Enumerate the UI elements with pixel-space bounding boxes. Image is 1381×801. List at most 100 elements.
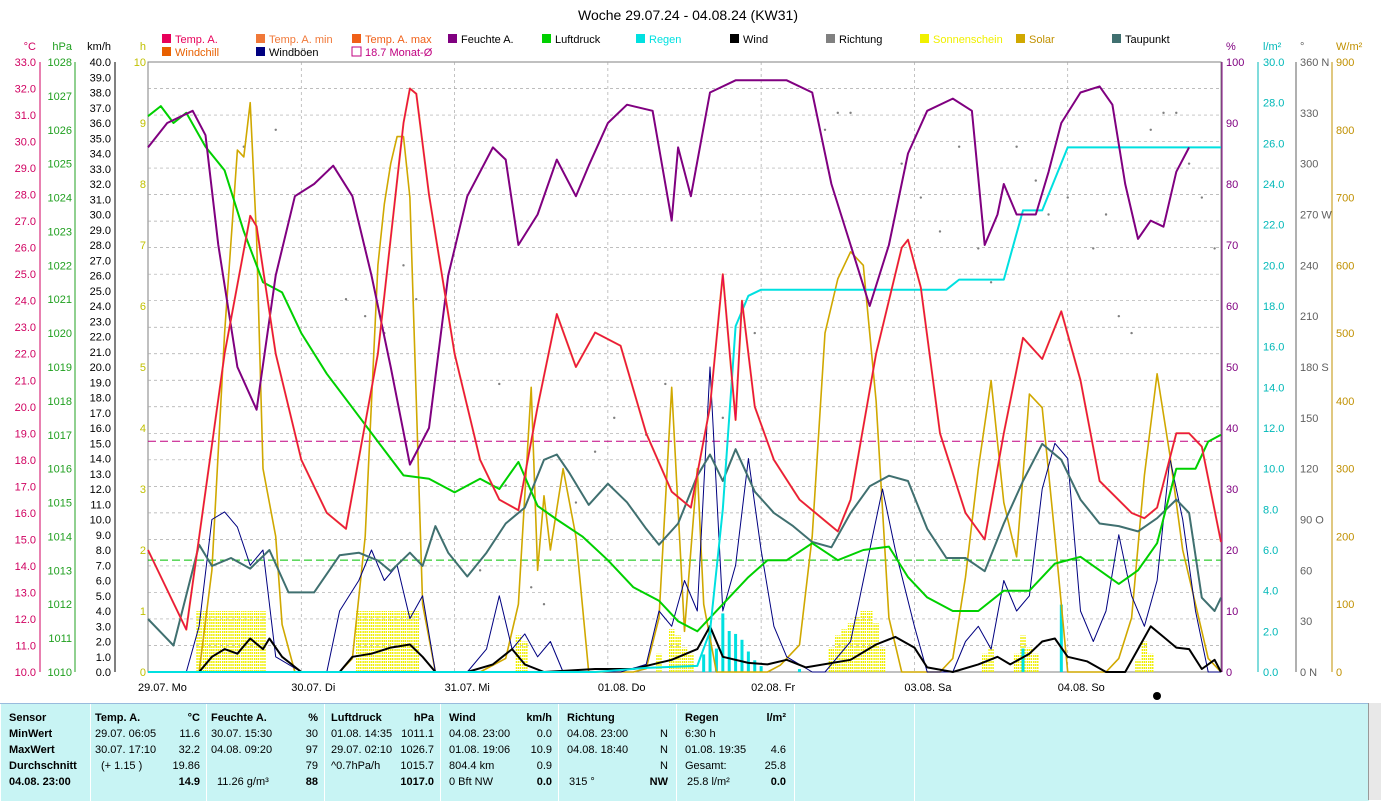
sunshine-tick: 4 xyxy=(140,423,146,435)
pressure-tick: 1014 xyxy=(48,531,72,543)
legend-label: Richtung xyxy=(839,34,882,46)
direction-dot xyxy=(664,382,667,386)
direction-tick: 240 xyxy=(1300,260,1318,272)
humidity-absolute: 11.26 g/m³ xyxy=(217,776,269,788)
wind-tick: 33.0 xyxy=(90,164,111,176)
solar-tick: 100 xyxy=(1336,599,1354,611)
humidity-tick: 80 xyxy=(1226,179,1238,191)
stats-col-wind: Wind km/h 04.08. 23:00 0.0 01.08. 19:06 … xyxy=(440,704,558,801)
legend-label: Wind xyxy=(743,34,768,46)
temp-tick: 33.0 xyxy=(15,57,36,69)
direction-dot xyxy=(989,281,993,284)
stats-col-sensor: Sensor MinWert MaxWert Durchschnitt 04.0… xyxy=(0,704,90,801)
rain-tick: 2.0 xyxy=(1263,626,1278,638)
direction-dot xyxy=(1047,213,1050,216)
direction-dot xyxy=(900,162,903,165)
legend-swatch xyxy=(448,34,457,43)
direction-dot xyxy=(1187,162,1191,165)
temp-tick: 21.0 xyxy=(15,375,36,387)
temp-tick: 23.0 xyxy=(15,322,36,334)
x-tick-label: 01.08. Do xyxy=(598,682,646,694)
temp-tick: 24.0 xyxy=(15,296,36,308)
solar-tick: 500 xyxy=(1336,328,1354,340)
wind-tick: 6.0 xyxy=(96,576,111,588)
stats-unit-rain: l/m² xyxy=(766,712,786,724)
direction-dot xyxy=(836,111,839,115)
stats-header-pressure: Luftdruck xyxy=(331,712,382,724)
humidity-max-time: 04.08. 09:20 xyxy=(211,744,273,756)
wind-max-time: 01.08. 19:06 xyxy=(449,744,511,756)
wind-tick: 27.0 xyxy=(90,255,111,267)
pressure-tick: 1011 xyxy=(48,633,72,645)
humidity-tick: 20 xyxy=(1226,545,1238,557)
wind-tick: 14.0 xyxy=(90,454,111,466)
wind-tick: 28.0 xyxy=(90,240,111,252)
direction-unit: ° xyxy=(1300,41,1304,53)
humidity-min-value: 30 xyxy=(305,728,318,740)
humidity-line xyxy=(147,79,1190,466)
direction-tick: 90 O xyxy=(1300,515,1324,527)
temp-line xyxy=(147,88,1222,631)
legend-label: Temp. A. max xyxy=(365,34,432,46)
direction-tick: 0 N xyxy=(1300,667,1317,679)
vertical-scrollbar[interactable] xyxy=(1368,703,1381,800)
sunshine-tick: 5 xyxy=(140,362,146,374)
wind-current-value: 0.0 xyxy=(536,776,552,788)
pressure-tick: 1019 xyxy=(48,362,72,374)
rain-max-time: 01.08. 19:35 xyxy=(685,744,747,756)
x-tick-label: 30.07. Di xyxy=(291,682,335,694)
humidity-tick: 70 xyxy=(1226,240,1238,252)
x-tick-label: 29.07. Mo xyxy=(138,682,187,694)
direction-dot xyxy=(415,298,418,301)
direction-tick: 300 xyxy=(1300,159,1318,171)
wind-tick: 1.0 xyxy=(96,652,111,664)
direction-dot xyxy=(574,501,578,504)
direction-dot xyxy=(823,128,827,131)
sunshine-tick: 8 xyxy=(140,179,146,191)
wind-tick: 25.0 xyxy=(90,286,111,298)
temp-min-value: 11.6 xyxy=(179,728,200,740)
direction-dot xyxy=(1213,247,1216,250)
direction-tick: 210 xyxy=(1300,311,1318,323)
direction-dot xyxy=(530,586,533,589)
humidity-tick: 100 xyxy=(1226,57,1244,69)
weather-chart: 33.032.031.030.029.028.027.026.025.024.0… xyxy=(15,7,1363,700)
solar-tick: 900 xyxy=(1336,57,1354,69)
wind-tick: 5.0 xyxy=(96,591,111,603)
stats-panel: Sensor MinWert MaxWert Durchschnitt 04.0… xyxy=(0,703,1369,801)
wind-tick: 17.0 xyxy=(90,408,111,420)
rain-tick: 20.0 xyxy=(1263,260,1284,272)
temp-min-time: 29.07. 06:05 xyxy=(95,728,157,740)
direction-dot xyxy=(613,416,616,420)
direction-dot xyxy=(478,569,482,572)
pressure-line xyxy=(147,105,1222,633)
humidity-tick: 50 xyxy=(1226,362,1238,374)
wind-tick: 22.0 xyxy=(90,332,111,344)
legend-label: Luftdruck xyxy=(555,34,601,46)
stats-header-direction: Richtung xyxy=(567,712,615,724)
pressure-tick: 1012 xyxy=(48,599,72,611)
wind-tick: 0.0 xyxy=(96,667,111,679)
direction-tick: 180 S xyxy=(1300,362,1329,374)
rain-bar xyxy=(721,613,725,672)
pressure-tick: 1016 xyxy=(48,464,72,476)
direction-dot xyxy=(1149,128,1152,131)
temp-tick: 22.0 xyxy=(15,349,36,361)
humidity-max-value: 97 xyxy=(305,744,318,756)
pressure-tick: 1025 xyxy=(48,159,72,171)
pressure-tick: 1015 xyxy=(48,498,72,510)
direction-dot xyxy=(274,128,277,131)
wind-tick: 29.0 xyxy=(90,225,111,237)
sunshine-tick: 3 xyxy=(140,484,146,496)
solar-tick: 200 xyxy=(1336,531,1354,543)
rain-bar xyxy=(734,633,738,672)
wind-tick: 19.0 xyxy=(90,377,111,389)
temp-max-time: 30.07. 17:10 xyxy=(95,744,157,756)
direction-tick: 270 W xyxy=(1300,210,1332,222)
wind-min-time: 04.08. 23:00 xyxy=(449,728,511,740)
stats-unit-pressure: hPa xyxy=(413,712,434,724)
temp-tick: 18.0 xyxy=(15,455,36,467)
wind-tick: 4.0 xyxy=(96,606,111,618)
stats-label-avg: Durchschnitt xyxy=(9,760,77,772)
temp-tick: 29.0 xyxy=(15,163,36,175)
